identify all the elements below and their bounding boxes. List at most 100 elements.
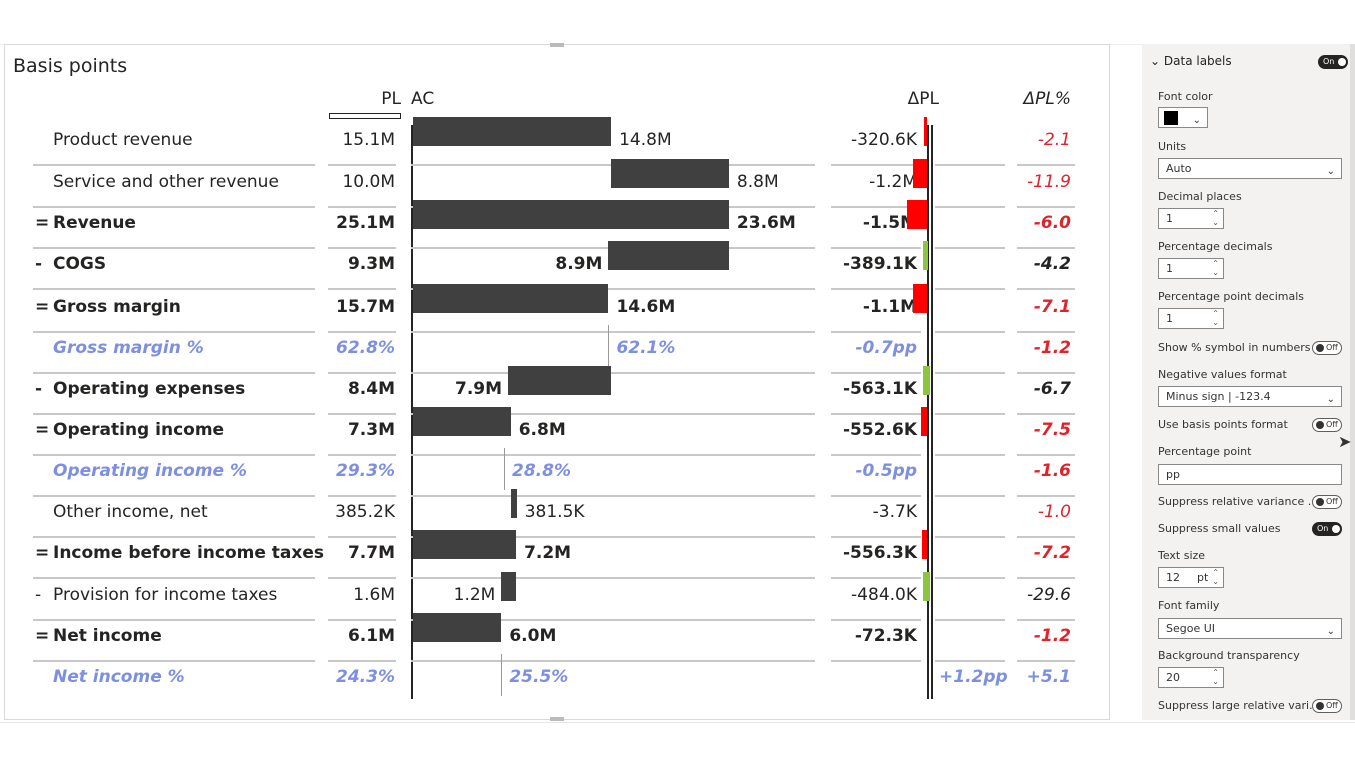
decimal-places-stepper[interactable]: 1 ⌃ ⌄: [1158, 208, 1224, 229]
row-separator: [935, 247, 1005, 249]
spinner-icon[interactable]: ⌃ ⌄: [1212, 309, 1219, 327]
ac-value: 381.5K: [524, 502, 585, 522]
pl-value: 15.7M: [336, 297, 395, 317]
chevron-down-icon[interactable]: ⌄: [1150, 54, 1161, 68]
delta-pl-value: -563.1K: [842, 379, 917, 399]
row-separator: [328, 288, 396, 290]
pl-value: 8.4M: [347, 379, 395, 399]
ac-bar[interactable]: [413, 117, 612, 146]
delta-bar[interactable]: [921, 407, 927, 436]
font-color-picker[interactable]: ⌄: [1158, 107, 1208, 128]
delta-pl-value: -3.7K: [872, 502, 917, 522]
suppress-large-toggle[interactable]: Off: [1312, 699, 1342, 713]
ac-bar[interactable]: [413, 530, 517, 559]
data-labels-section[interactable]: ⌄ Data labels: [1150, 54, 1232, 68]
ac-bar[interactable]: [501, 572, 517, 601]
ac-bar[interactable]: [611, 159, 729, 188]
spinner-icon[interactable]: ⌃ ⌄: [1212, 259, 1219, 277]
row-separator: [33, 247, 315, 249]
delta-bar[interactable]: [913, 159, 927, 188]
ac-bar[interactable]: [508, 366, 612, 395]
chevron-down-icon: ⌄: [1326, 394, 1335, 405]
row-separator: [935, 372, 1005, 374]
row-separator: [1017, 495, 1075, 497]
row-prefix: =: [35, 213, 50, 233]
ac-bar[interactable]: [413, 613, 502, 642]
row-separator: [328, 495, 396, 497]
row-label: Operating income: [53, 420, 225, 440]
format-pane: ⌄ Data labels On Font color ⌄ Units Auto…: [1142, 44, 1350, 720]
delta-bar[interactable]: [923, 572, 930, 601]
row-separator: [328, 331, 396, 333]
row-separator: [411, 619, 815, 621]
ac-value: 6.0M: [509, 626, 557, 646]
pp-input[interactable]: pp: [1158, 464, 1342, 485]
spinner-icon[interactable]: ⌃ ⌄: [1212, 209, 1219, 227]
row-separator: [831, 164, 921, 166]
row-label: Provision for income taxes: [53, 585, 278, 605]
suppress-small-toggle[interactable]: On: [1312, 522, 1342, 536]
ac-bar[interactable]: [510, 489, 517, 518]
row-separator: [33, 164, 315, 166]
ac-bar[interactable]: [413, 200, 729, 229]
row-separator: [831, 288, 921, 290]
bg-transparency-stepper[interactable]: 20 ⌃ ⌄: [1158, 667, 1224, 688]
suppress-rel-toggle[interactable]: Off: [1312, 495, 1342, 509]
row-separator: [935, 454, 1005, 456]
ac-bar[interactable]: [413, 407, 511, 436]
delta-bar[interactable]: [913, 284, 927, 313]
visual-title: Basis points: [13, 55, 128, 77]
ac-value: 8.9M: [555, 254, 603, 274]
delta-pl-value: -484.0K: [851, 585, 917, 605]
bottom-bar: [0, 722, 1355, 768]
row-separator: [831, 577, 921, 579]
report-visual[interactable]: Basis points PL AC ΔPL ΔPL% Product reve…: [4, 43, 1110, 721]
delta-bar[interactable]: [907, 200, 927, 229]
delta-pl-value: -72.3K: [854, 626, 917, 646]
delta-bar[interactable]: [922, 530, 927, 559]
neg-format-dropdown[interactable]: Minus sign | -123.4 ⌄: [1158, 386, 1342, 407]
percentage-decimals-stepper[interactable]: 1 ⌃ ⌄: [1158, 258, 1224, 279]
spinner-icon[interactable]: ⌃ ⌄: [1212, 568, 1219, 586]
text-size-stepper[interactable]: 12 pt ⌃ ⌄: [1158, 567, 1224, 588]
row-label: Other income, net: [53, 502, 208, 522]
font-family-label: Font family: [1158, 599, 1220, 612]
delta-bar[interactable]: [923, 241, 928, 270]
row-separator: [935, 164, 1005, 166]
ac-value: 25.5%: [509, 667, 569, 687]
row-separator: [831, 660, 921, 662]
top-bar: [0, 0, 1355, 45]
decimal-places-label: Decimal places: [1158, 190, 1242, 203]
data-labels-toggle[interactable]: On: [1318, 55, 1348, 69]
row-label: COGS: [53, 254, 107, 274]
ac-bar[interactable]: [608, 241, 729, 270]
column-header-ac: AC: [411, 89, 435, 109]
ac-value: 1.2M: [453, 585, 496, 605]
delta-pl-pct-value: -1.6: [1033, 461, 1071, 481]
suppress-rel-label: Suppress relative variance ...: [1158, 495, 1319, 508]
delta-bar[interactable]: [924, 117, 927, 146]
spinner-icon[interactable]: ⌃ ⌄: [1212, 668, 1219, 686]
resize-handle-top[interactable]: [550, 43, 564, 47]
row-separator: [935, 577, 1005, 579]
pp-decimals-stepper[interactable]: 1 ⌃ ⌄: [1158, 308, 1224, 329]
ac-bar[interactable]: [413, 284, 609, 313]
delta-pl-value: -552.6K: [842, 420, 917, 440]
pl-value: 25.1M: [336, 213, 395, 233]
basis-points-toggle[interactable]: Off: [1312, 418, 1342, 432]
delta-pl-pct-value: -6.7: [1033, 379, 1071, 399]
row-separator: [328, 206, 396, 208]
ac-value: 14.6M: [616, 297, 676, 317]
row-separator: [328, 660, 396, 662]
show-pct-toggle[interactable]: Off: [1312, 341, 1342, 355]
resize-handle-bottom[interactable]: [550, 717, 564, 721]
pane-scrollbar[interactable]: [1350, 44, 1355, 720]
delta-pl-value: -1.1M: [862, 297, 917, 317]
font-family-dropdown[interactable]: Segoe UI ⌄: [1158, 618, 1342, 639]
mouse-cursor-icon: ➤: [1338, 432, 1352, 451]
reference-line: [501, 654, 503, 696]
units-dropdown[interactable]: Auto ⌄: [1158, 158, 1342, 179]
row-separator: [831, 536, 921, 538]
delta-pl-pct-value: -7.2: [1033, 543, 1071, 563]
delta-bar[interactable]: [923, 366, 930, 395]
